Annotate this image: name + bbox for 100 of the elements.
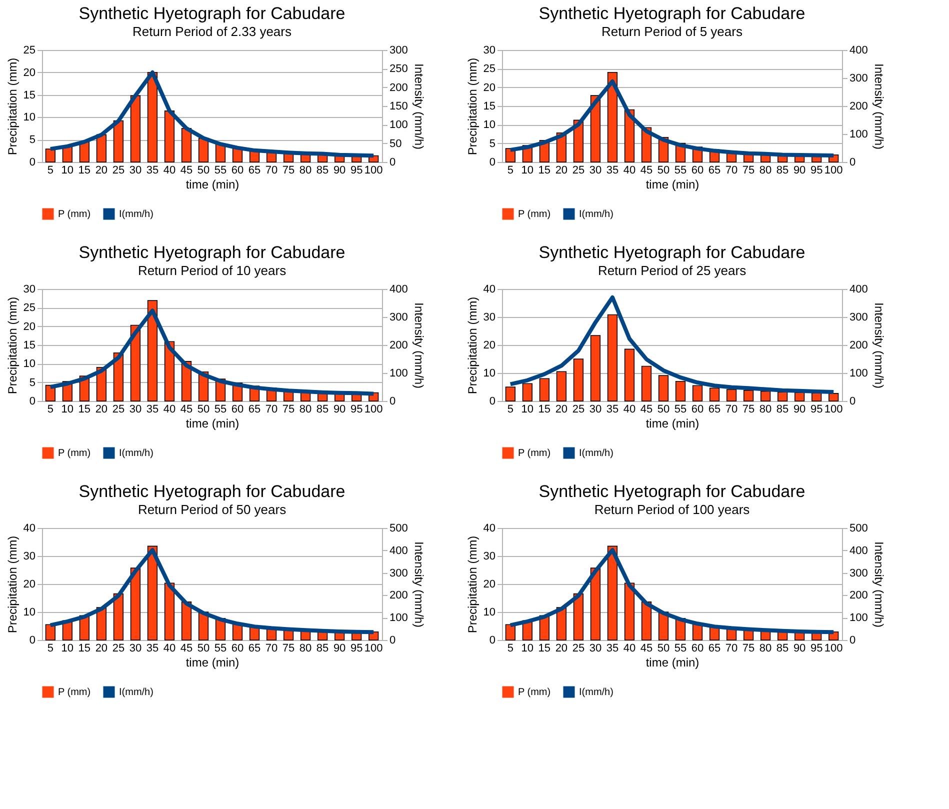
y-tick-label: 30 xyxy=(23,284,36,296)
x-tick-label: 30 xyxy=(589,164,602,176)
x-tick-label: 50 xyxy=(197,164,210,176)
y-tick-label: 10 xyxy=(483,606,496,618)
x-tick-label: 20 xyxy=(555,642,568,654)
x-tick-label: 5 xyxy=(47,164,54,176)
bar xyxy=(181,128,192,162)
x-tick-label: 5 xyxy=(507,642,514,654)
chart-subtitle: Return Period of 5 years xyxy=(602,24,743,39)
bar xyxy=(641,602,652,640)
x-tick-label: 100 xyxy=(824,642,843,654)
x-tick-label: 95 xyxy=(350,164,363,176)
x-tick-label: 30 xyxy=(129,404,142,416)
y-tick-label: 20 xyxy=(483,82,496,94)
x-tick-label: 45 xyxy=(640,404,653,416)
x-tick-label: 25 xyxy=(112,404,125,416)
x-tick-label: 80 xyxy=(299,642,312,654)
bar xyxy=(164,582,175,640)
x-tick-label: 30 xyxy=(129,164,142,176)
y-tick-label: 15 xyxy=(23,340,36,352)
bar xyxy=(505,386,516,402)
x-tick-label: 85 xyxy=(316,164,329,176)
x-tick-label: 50 xyxy=(197,404,210,416)
bar xyxy=(811,392,822,402)
x-tick-label: 75 xyxy=(742,404,755,416)
y2-axis-title: Intensity (mm/h) xyxy=(412,63,426,150)
y-tick-label: 20 xyxy=(23,578,36,590)
x-tick-label: 10 xyxy=(61,404,74,416)
x-tick-label: 50 xyxy=(197,642,210,654)
x-tick-label: 45 xyxy=(180,642,193,654)
x-tick-label: 20 xyxy=(95,404,108,416)
y2-tick-label: 0 xyxy=(850,156,856,168)
x-tick-label: 65 xyxy=(248,164,261,176)
x-tick-label: 75 xyxy=(282,642,295,654)
x-tick-label: 70 xyxy=(725,164,738,176)
y2-axis-title: Intensity (mm/h) xyxy=(872,63,886,150)
y2-axis-title: Intensity (mm/h) xyxy=(412,302,426,389)
y2-tick-label: 100 xyxy=(850,368,868,380)
x-tick-label: 75 xyxy=(282,404,295,416)
x-tick-label: 25 xyxy=(112,642,125,654)
y2-tick-label: 200 xyxy=(390,340,408,352)
chart-title: Synthetic Hyetograph for Cabudare xyxy=(78,243,346,262)
x-tick-label: 35 xyxy=(606,642,619,654)
legend-label: I(mm/h) xyxy=(119,448,154,459)
x-tick-label: 40 xyxy=(163,404,176,416)
x-tick-label: 50 xyxy=(657,164,670,176)
y2-tick-label: 400 xyxy=(850,544,868,557)
y2-tick-label: 400 xyxy=(850,44,868,56)
bar xyxy=(505,624,516,640)
y2-tick-label: 0 xyxy=(390,156,396,168)
legend-label: P (mm) xyxy=(58,687,91,698)
x-tick-label: 55 xyxy=(214,404,227,416)
y-tick-label: 20 xyxy=(23,66,36,79)
x-tick-label: 45 xyxy=(640,164,653,176)
x-tick-label: 40 xyxy=(163,164,176,176)
y2-tick-label: 100 xyxy=(850,612,868,624)
bar xyxy=(164,341,175,402)
y-tick-label: 20 xyxy=(483,578,496,590)
x-tick-label: 65 xyxy=(248,642,261,654)
y2-tick-label: 300 xyxy=(390,312,408,324)
x-tick-label: 40 xyxy=(623,642,636,654)
line-series xyxy=(508,295,836,394)
chart-title: Synthetic Hyetograph for Cabudare xyxy=(538,243,806,262)
x-tick-label: 80 xyxy=(759,164,772,176)
x-tick-label: 20 xyxy=(555,404,568,416)
y2-tick-label: 200 xyxy=(850,100,868,112)
x-tick-label: 85 xyxy=(776,404,789,416)
y-tick-label: 40 xyxy=(483,522,496,534)
legend-label: P (mm) xyxy=(518,687,551,698)
bar xyxy=(641,366,652,402)
bar xyxy=(726,389,737,402)
x-tick-label: 65 xyxy=(708,164,721,176)
y2-tick-label: 100 xyxy=(850,128,868,140)
y-tick-label: 30 xyxy=(483,312,496,324)
y2-tick-label: 300 xyxy=(850,567,868,580)
x-tick-label: 80 xyxy=(299,164,312,176)
x-tick-label: 60 xyxy=(691,404,704,416)
x-tick-label: 100 xyxy=(364,164,383,176)
bar xyxy=(181,602,192,640)
y2-tick-label: 50 xyxy=(390,138,402,150)
x-tick-label: 85 xyxy=(776,164,789,176)
bar xyxy=(709,388,720,402)
y-axis-title: Precipitation (mm) xyxy=(465,58,480,156)
x-tick-label: 10 xyxy=(521,164,534,176)
x-tick-label: 70 xyxy=(265,642,278,654)
y-tick-label: 20 xyxy=(23,320,36,333)
y2-tick-label: 100 xyxy=(390,612,408,624)
bar xyxy=(607,546,618,640)
bar xyxy=(590,568,601,640)
x-tick-label: 50 xyxy=(657,404,670,416)
x-tick-label: 95 xyxy=(350,642,363,654)
x-tick-label: 85 xyxy=(776,642,789,654)
y-tick-label: 5 xyxy=(29,134,36,146)
bar xyxy=(45,148,56,162)
y2-tick-label: 300 xyxy=(390,567,408,580)
chart-subtitle: Return Period of 10 years xyxy=(138,263,287,278)
y-tick-label: 0 xyxy=(29,156,36,168)
y-axis-title: Precipitation (mm) xyxy=(465,296,480,394)
x-tick-label: 10 xyxy=(521,404,534,416)
y-tick-label: 30 xyxy=(23,550,36,562)
